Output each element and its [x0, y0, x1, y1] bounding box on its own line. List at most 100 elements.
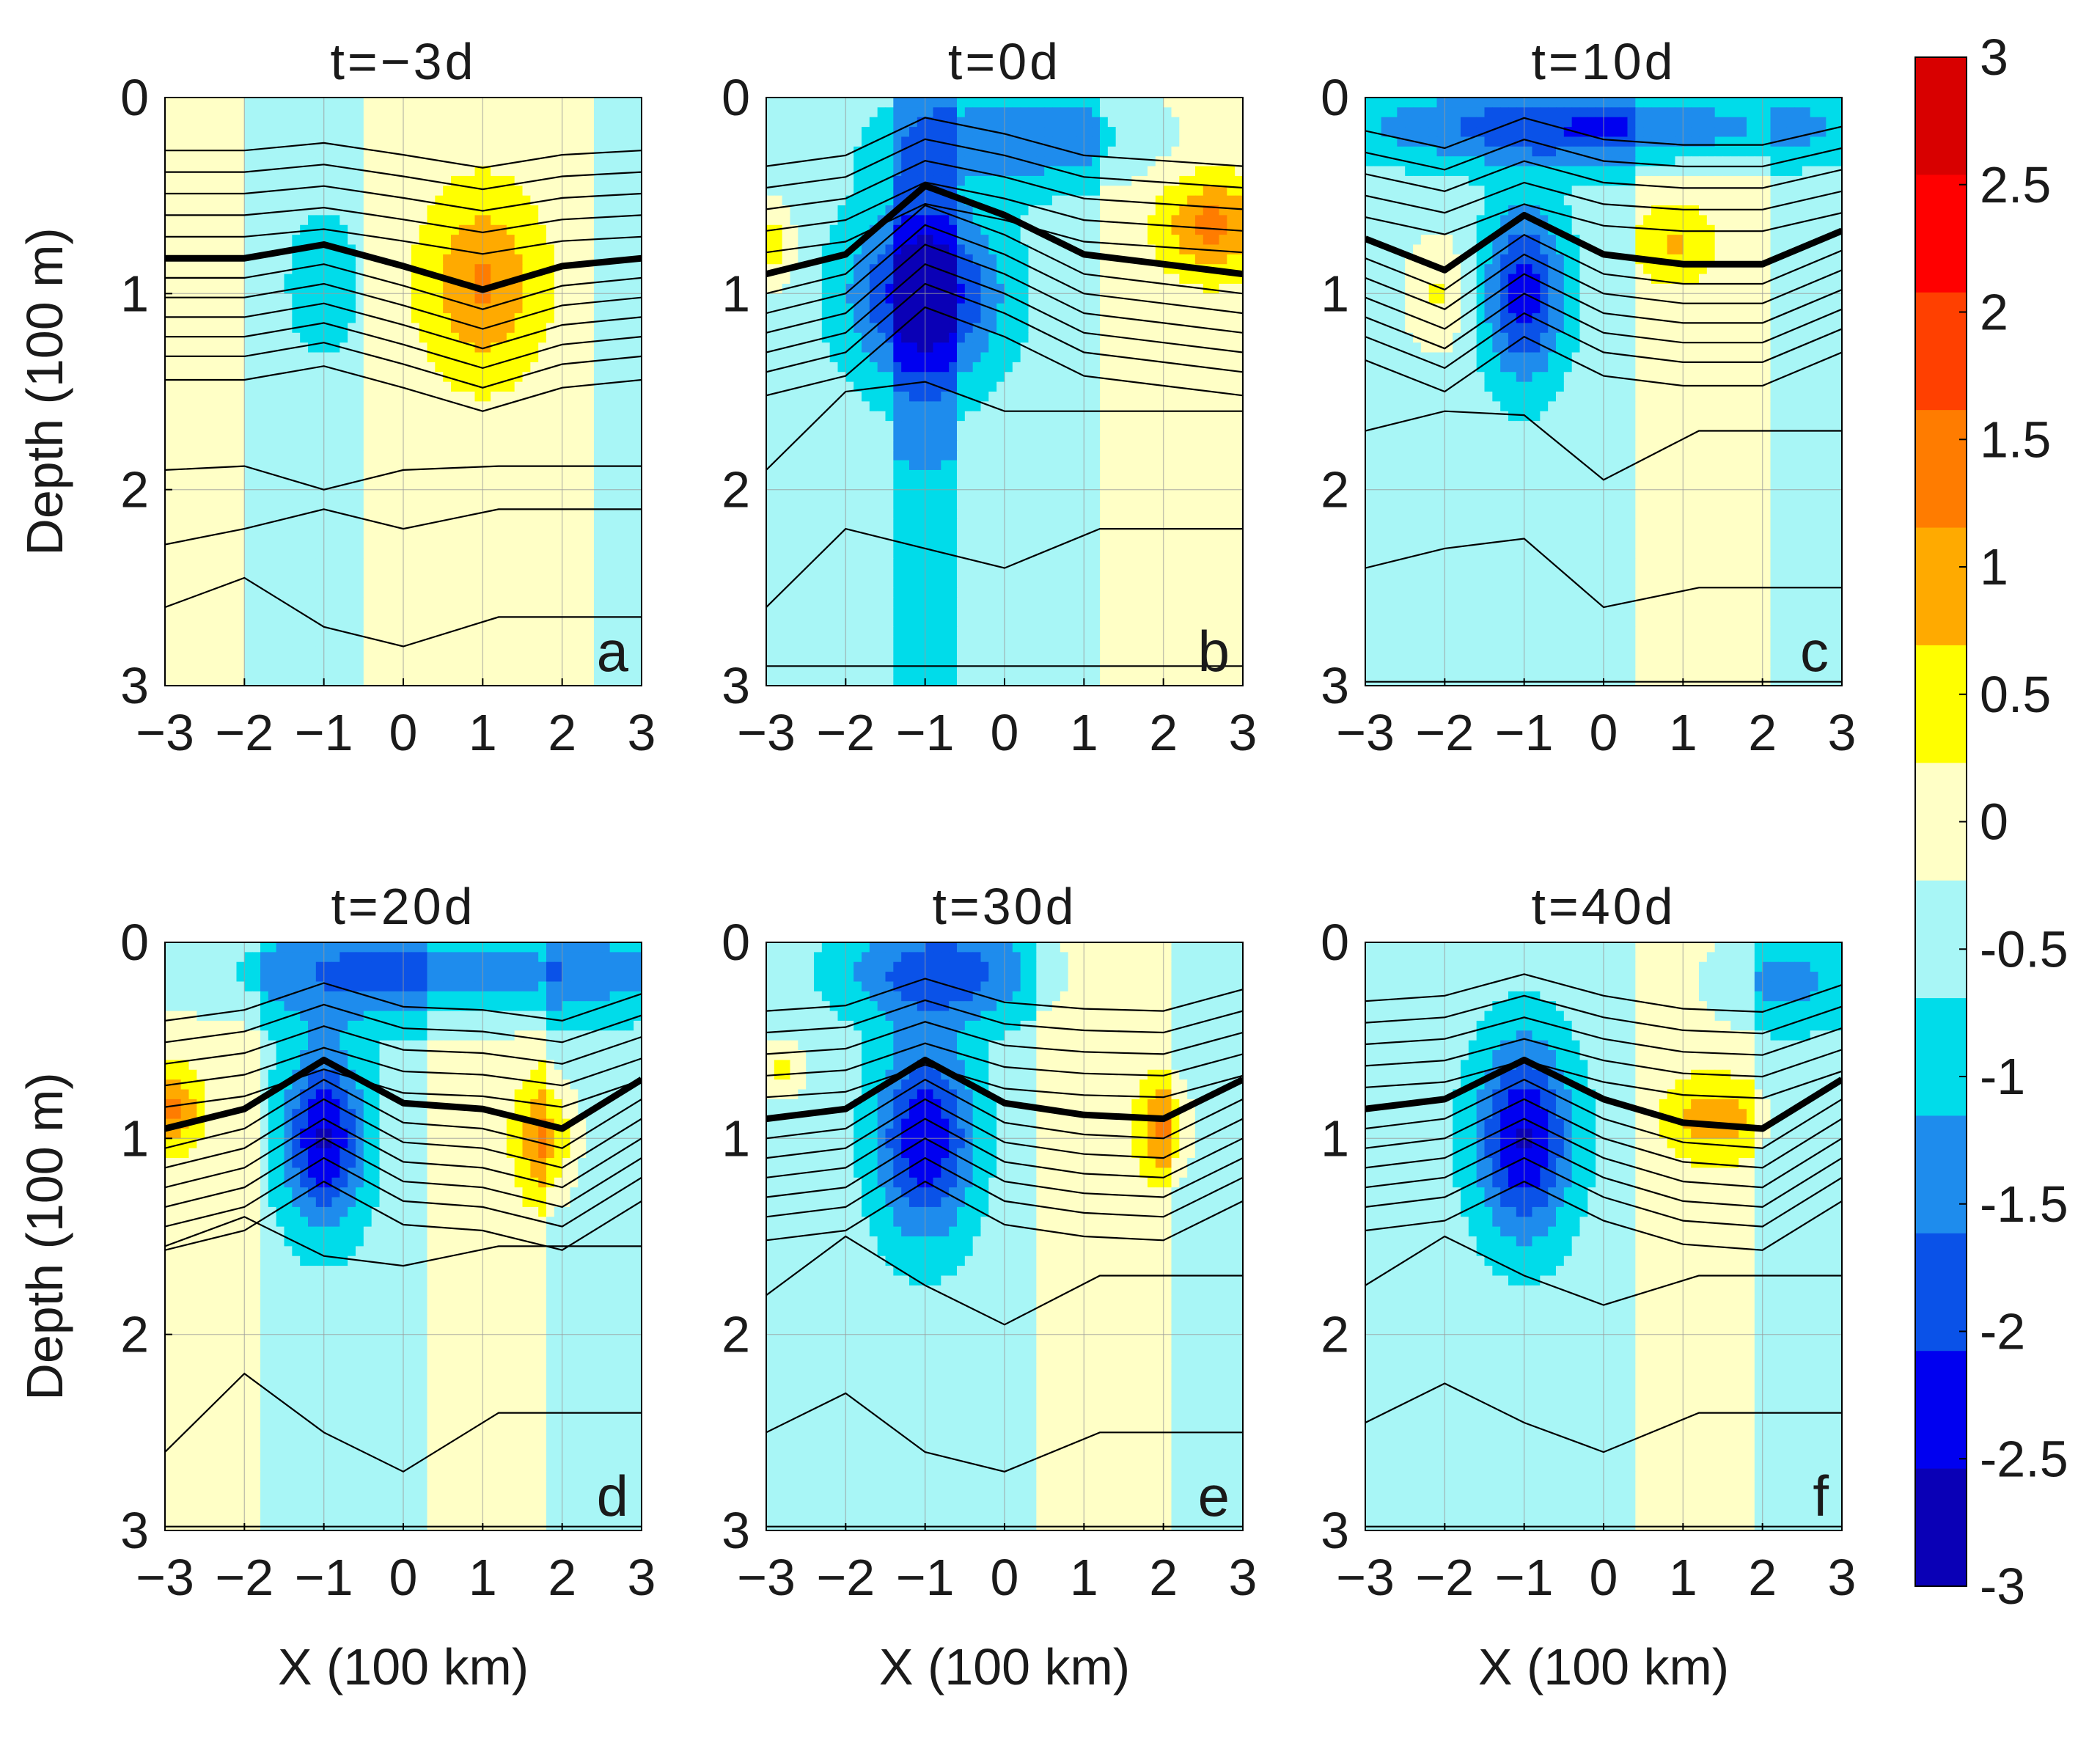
field-cell — [514, 186, 524, 197]
field-cell — [197, 597, 205, 608]
field-cell — [972, 254, 982, 265]
field-cell — [562, 332, 571, 343]
field-cell — [586, 362, 595, 373]
field-cell — [634, 607, 642, 618]
field-cell — [363, 107, 372, 118]
field-cell — [236, 666, 245, 677]
field-cell — [499, 107, 507, 118]
field-cell — [625, 195, 634, 206]
field-cell — [180, 646, 190, 657]
field-cell — [1155, 303, 1164, 314]
field-cell — [774, 244, 783, 255]
field-cell — [284, 607, 293, 618]
field-cell — [1100, 264, 1109, 275]
field-cell — [228, 205, 238, 216]
field-cell — [276, 480, 285, 491]
field-cell — [1148, 215, 1156, 226]
field-cell — [363, 499, 372, 510]
field-cell — [578, 469, 587, 480]
field-cell — [546, 186, 555, 197]
field-cell — [371, 372, 381, 383]
field-cell — [546, 480, 555, 491]
field-cell — [514, 323, 524, 334]
field-cell — [244, 244, 253, 255]
field-cell — [782, 127, 791, 138]
field-cell — [308, 450, 317, 461]
field-cell — [514, 626, 524, 637]
field-cell — [427, 215, 436, 226]
field-cell — [491, 235, 499, 246]
field-cell — [419, 675, 428, 686]
field-cell — [172, 529, 182, 540]
field-cell — [236, 235, 245, 246]
field-cell — [625, 469, 634, 480]
field-cell — [363, 489, 372, 500]
field-cell — [578, 107, 587, 118]
field-cell — [395, 597, 404, 608]
field-cell — [236, 283, 245, 294]
field-cell — [562, 656, 571, 667]
field-cell — [339, 469, 348, 480]
field-cell — [451, 215, 460, 226]
field-cell — [443, 166, 452, 177]
field-cell — [609, 626, 619, 637]
field-cell — [941, 254, 950, 265]
field-cell — [188, 509, 197, 520]
field-cell — [798, 303, 807, 314]
field-cell — [862, 195, 870, 206]
field-cell — [315, 352, 325, 363]
field-cell — [205, 469, 213, 480]
field-cell — [443, 587, 452, 598]
field-cell — [853, 313, 862, 324]
field-cell — [554, 156, 563, 167]
field-cell — [609, 587, 619, 598]
field-cell — [554, 411, 563, 422]
field-cell — [1187, 235, 1196, 246]
field-cell — [546, 401, 555, 412]
field-cell — [925, 205, 934, 216]
field-cell — [538, 450, 547, 461]
field-cell — [244, 264, 253, 275]
field-cell — [980, 303, 989, 314]
field-cell — [933, 127, 941, 138]
field-cell — [1179, 235, 1188, 246]
field-cell — [506, 235, 515, 246]
field-cell — [1123, 283, 1132, 294]
field-cell — [252, 587, 261, 598]
field-cell — [499, 489, 507, 500]
field-cell — [474, 558, 483, 569]
field-cell — [1076, 117, 1084, 128]
field-cell — [522, 244, 531, 255]
field-cell — [180, 440, 190, 451]
field-cell — [1076, 195, 1084, 206]
field-cell — [197, 156, 205, 167]
field-cell — [790, 175, 798, 186]
field-cell — [379, 489, 388, 500]
field-cell — [228, 381, 238, 392]
field-cell — [443, 392, 452, 402]
field-cell — [331, 411, 340, 422]
field-cell — [315, 146, 325, 157]
field-cell — [766, 303, 775, 314]
field-cell — [901, 283, 910, 294]
field-cell — [172, 499, 182, 510]
field-cell — [244, 303, 253, 314]
field-cell — [379, 127, 388, 138]
field-cell — [1187, 117, 1196, 128]
field-cell — [862, 215, 870, 226]
field-cell — [236, 421, 245, 432]
field-cell — [554, 362, 563, 373]
field-cell — [482, 98, 491, 108]
field-cell — [996, 117, 1005, 128]
field-cell — [205, 127, 213, 138]
field-cell — [949, 303, 958, 314]
field-cell — [228, 480, 238, 491]
field-cell — [1012, 283, 1021, 294]
field-cell — [205, 518, 213, 529]
field-cell — [252, 666, 261, 677]
field-cell — [885, 166, 894, 177]
field-cell — [331, 186, 340, 197]
field-cell — [980, 175, 989, 186]
field-cell — [228, 303, 238, 314]
field-cell — [482, 166, 491, 177]
